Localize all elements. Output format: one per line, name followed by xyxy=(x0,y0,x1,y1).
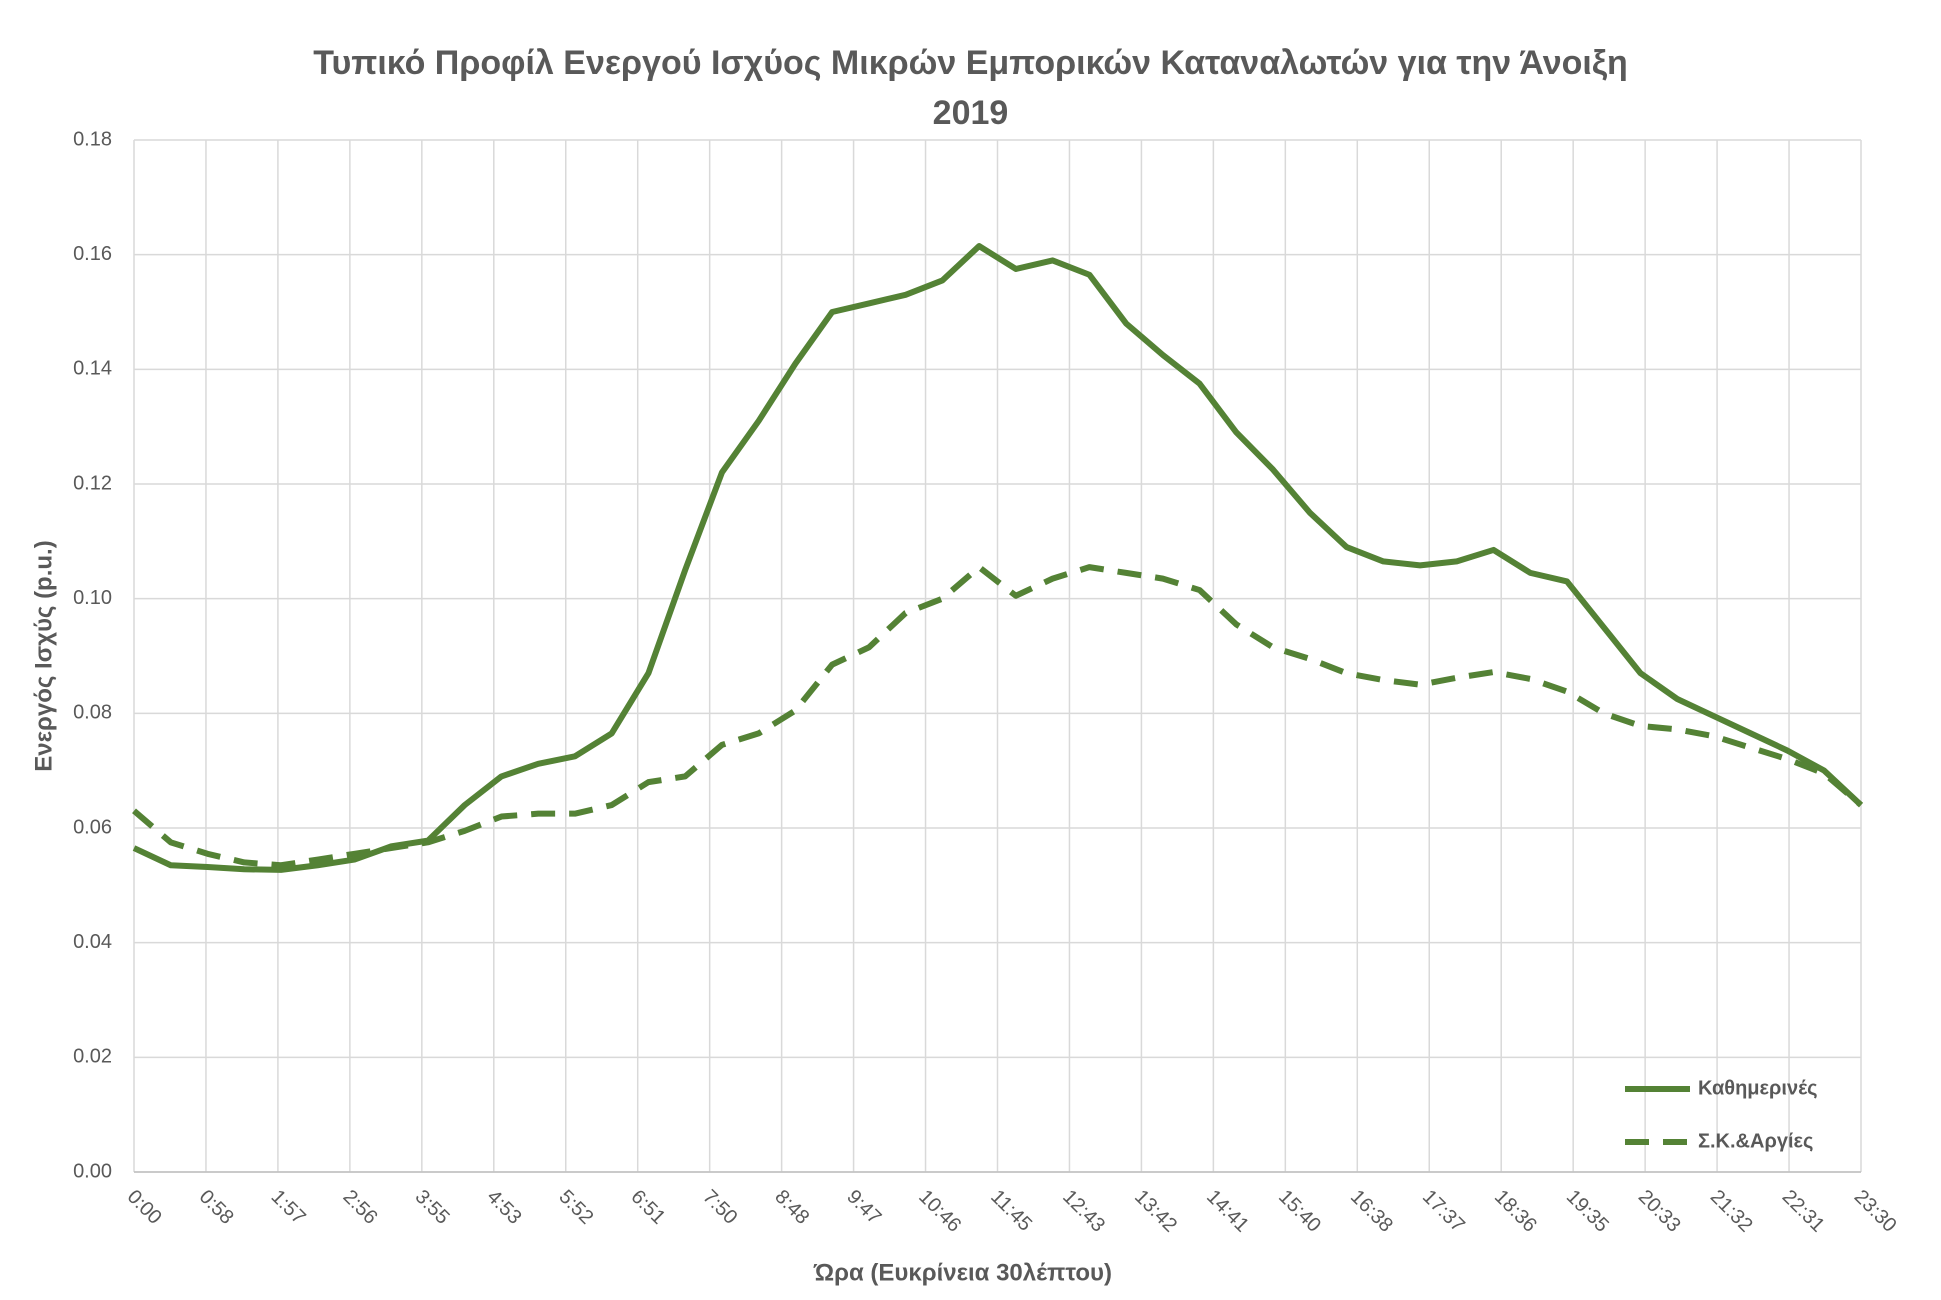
y-tick-label: 0.02 xyxy=(73,1046,112,1068)
y-tick-label: 0.10 xyxy=(73,587,112,609)
x-tick-label: 0:00 xyxy=(123,1186,166,1229)
x-tick-label: 5:52 xyxy=(554,1186,597,1229)
x-tick-label: 18:36 xyxy=(1490,1186,1541,1237)
series-line xyxy=(132,564,1863,869)
x-tick-label: 9:47 xyxy=(842,1186,885,1229)
x-tick-label: 7:50 xyxy=(698,1186,741,1229)
x-tick-label: 6:51 xyxy=(626,1186,669,1229)
x-tick-label: 17:37 xyxy=(1418,1186,1469,1237)
y-tick-label: 0.12 xyxy=(73,472,112,494)
x-tick-label: 2:56 xyxy=(339,1186,382,1229)
y-tick-label: 0.18 xyxy=(73,128,112,150)
x-tick-label: 16:38 xyxy=(1346,1186,1397,1237)
x-tick-label: 13:42 xyxy=(1130,1186,1181,1237)
x-tick-label: 11:45 xyxy=(986,1186,1036,1236)
legend-label: Καθημερινές xyxy=(1698,1077,1818,1099)
x-tick-label: 4:53 xyxy=(483,1186,526,1229)
y-tick-label: 0.14 xyxy=(73,358,112,380)
y-tick-label: 0.00 xyxy=(73,1160,112,1182)
y-tick-label: 0.04 xyxy=(73,931,112,953)
legend-label: Σ.Κ.&Αργίες xyxy=(1698,1130,1813,1152)
x-tick-label: 23:30 xyxy=(1850,1186,1901,1237)
y-tick-label: 0.16 xyxy=(73,243,112,265)
y-tick-label: 0.08 xyxy=(73,702,112,724)
y-axis-title: Ενεργός Ισχύς (p.u.) xyxy=(30,540,57,771)
x-tick-label: 12:43 xyxy=(1058,1186,1109,1237)
x-tick-label: 21:32 xyxy=(1706,1186,1757,1237)
chart-title: Τυπικό Προφίλ Ενεργού Ισχύος Μικρών Εμπο… xyxy=(313,44,1628,132)
x-tick-label: 20:33 xyxy=(1634,1186,1685,1237)
x-tick-label: 19:35 xyxy=(1562,1186,1613,1237)
y-tick-label: 0.06 xyxy=(73,816,112,838)
x-tick-label: 14:41 xyxy=(1202,1186,1253,1237)
x-tick-label: 0:58 xyxy=(195,1186,238,1229)
x-axis-title: Ώρα (Ευκρίνεια 30λέπτου) xyxy=(813,1259,1112,1286)
x-tick-label: 1:57 xyxy=(267,1186,310,1229)
x-tick-label: 8:48 xyxy=(770,1186,813,1229)
x-tick-label: 3:55 xyxy=(411,1186,454,1229)
x-tick-label: 15:40 xyxy=(1274,1186,1325,1237)
x-tick-label: 10:46 xyxy=(914,1186,965,1237)
x-tick-label: 22:31 xyxy=(1778,1186,1829,1237)
